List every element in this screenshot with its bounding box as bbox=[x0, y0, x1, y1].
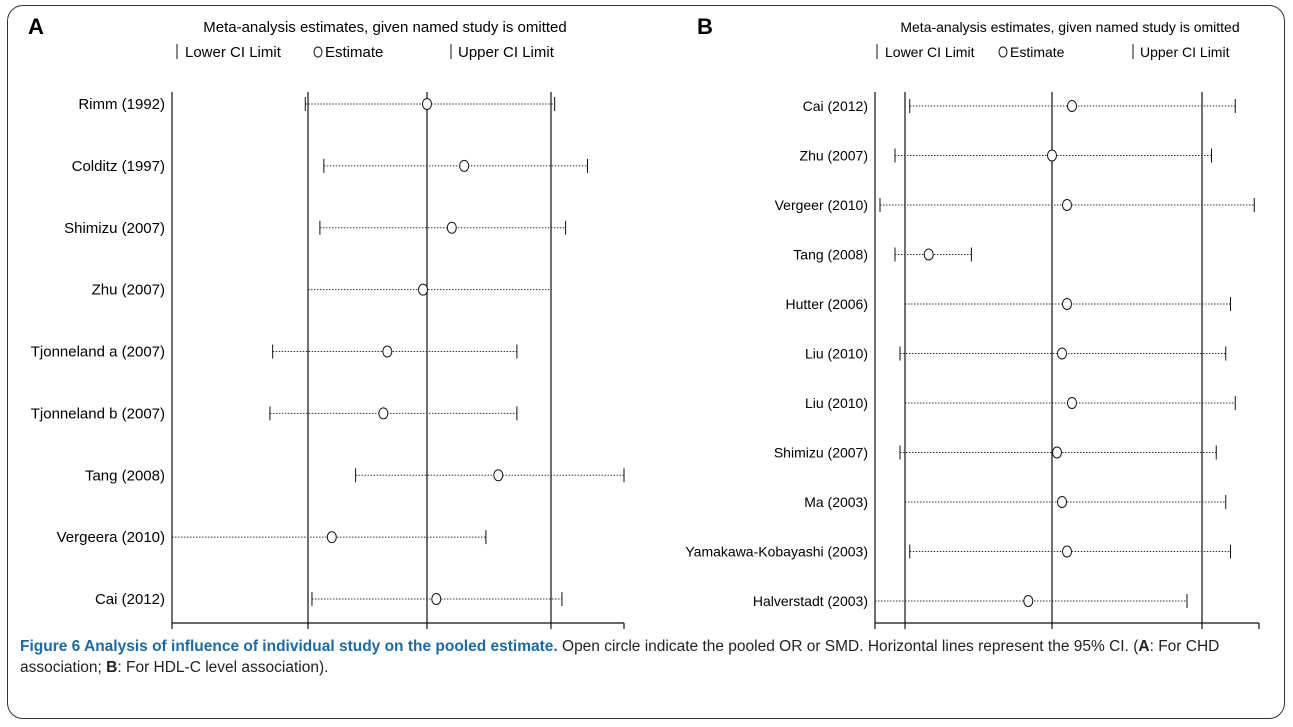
panel-b-estimate-point-1 bbox=[1067, 100, 1077, 112]
panel-a-study-label-8: Vergeera (2010) bbox=[57, 529, 165, 546]
caption-title: Figure 6 Analysis of influence of indivi… bbox=[20, 638, 558, 655]
panel-a-estimate-point-2 bbox=[459, 159, 470, 172]
panel-a-estimate-point-1 bbox=[422, 98, 432, 110]
panel-a-estimate-point-6 bbox=[378, 407, 389, 420]
panel-a-study-label-6: Tjonneland b (2007) bbox=[31, 405, 165, 422]
panel-b-study-label-5: Hutter (2006) bbox=[786, 296, 868, 312]
caption-text-b: : For HDL-C level association). bbox=[117, 659, 329, 676]
panel-b-estimate-point-11 bbox=[1023, 595, 1034, 607]
panel-b-estimate-point-8 bbox=[1052, 446, 1062, 459]
panel-a-legend-upper-text: Upper CI Limit bbox=[458, 44, 555, 61]
panel-a-estimate-point-8 bbox=[326, 531, 337, 544]
panel-b-estimate-point-10 bbox=[1062, 545, 1072, 558]
panel-b-study-label-9: Ma (2003) bbox=[804, 494, 868, 510]
panel-b-study-label-3: Vergeer (2010) bbox=[775, 197, 868, 213]
panel-b-study-label-11: Halverstadt (2003) bbox=[753, 593, 868, 609]
panel-b-study-label-7: Liu (2010) bbox=[805, 395, 868, 411]
panel-a-legend-estimate-text: Estimate bbox=[325, 44, 383, 61]
panel-a-study-label-9: Cai (2012) bbox=[95, 591, 165, 608]
caption-body: Open circle indicate the pooled OR or SM… bbox=[557, 638, 1139, 655]
panel-a-study-label-4: Zhu (2007) bbox=[92, 282, 165, 299]
panel-b-study-label-2: Zhu (2007) bbox=[800, 148, 868, 164]
panel-b-estimate-point-5 bbox=[1062, 298, 1072, 310]
figure-frame bbox=[7, 5, 1285, 719]
panel-b-estimate-point-6 bbox=[1057, 347, 1067, 360]
caption-text-a: : For CHD association; bbox=[20, 638, 1220, 676]
panel-a-legend-estimate-marker bbox=[313, 46, 323, 58]
panel-b-legend-estimate-marker bbox=[998, 46, 1008, 58]
forest-plots: A Meta-analysis estimates, given named st… bbox=[28, 14, 1260, 629]
panel-b-study-label-4: Tang (2008) bbox=[793, 247, 868, 263]
panel-b-legend-upper-text: Upper CI Limit bbox=[1140, 44, 1230, 60]
caption-label-a: A bbox=[1138, 638, 1150, 655]
panel-b-title: Meta-analysis estimates, given named stu… bbox=[900, 19, 1239, 35]
panel-b-study-label-1: Cai (2012) bbox=[803, 98, 868, 114]
panel-b-legend-estimate-text: Estimate bbox=[1010, 44, 1065, 60]
panel-a-estimate-point-3 bbox=[446, 221, 457, 234]
caption-label-b: B bbox=[106, 659, 118, 676]
panel-a-estimate-point-9 bbox=[431, 593, 442, 605]
panel-a-study-label-1: Rimm (1992) bbox=[78, 96, 165, 113]
panel-a-study-label-7: Tang (2008) bbox=[85, 467, 165, 484]
panel-a-study-label-5: Tjonneland a (2007) bbox=[31, 344, 165, 361]
panel-b-study-label-10: Yamakawa-Kobayashi (2003) bbox=[685, 544, 868, 560]
panel-b-study-label-6: Liu (2010) bbox=[805, 346, 868, 362]
panel-b-estimate-point-4 bbox=[923, 248, 934, 261]
panel-a-estimate-point-5 bbox=[382, 345, 393, 358]
figure-caption: Figure 6 Analysis of influence of indivi… bbox=[20, 636, 1270, 678]
panel-a-legend-lower-text: Lower CI Limit bbox=[185, 44, 282, 61]
panel-a-estimate-point-4 bbox=[418, 283, 429, 296]
panel-b-study-label-8: Shimizu (2007) bbox=[774, 445, 868, 461]
panel-a-title: Meta-analysis estimates, given named stu… bbox=[203, 19, 567, 36]
panel-b-label: B bbox=[697, 14, 713, 39]
panel-b-estimate-point-3 bbox=[1062, 199, 1072, 211]
panel-b-estimate-point-7 bbox=[1067, 397, 1077, 409]
panel-a-study-label-2: Colditz (1997) bbox=[72, 158, 165, 175]
panel-a-estimate-point-7 bbox=[493, 469, 504, 482]
panel-b-legend-lower-text: Lower CI Limit bbox=[885, 44, 975, 60]
panel-a-study-label-3: Shimizu (2007) bbox=[64, 220, 165, 237]
panel-a-label: A bbox=[28, 14, 44, 39]
panel-b-estimate-point-2 bbox=[1047, 149, 1057, 162]
panel-b-estimate-point-9 bbox=[1057, 496, 1067, 508]
